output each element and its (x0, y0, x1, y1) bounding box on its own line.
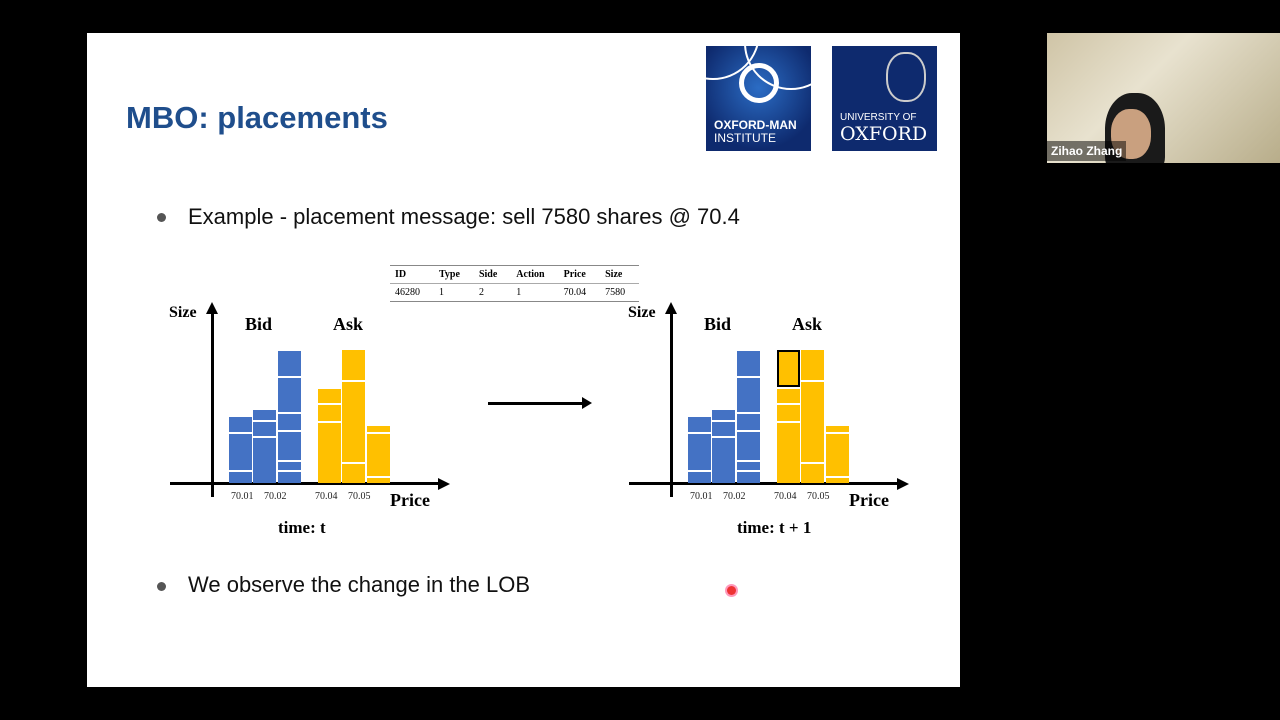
y-axis-label: Size (169, 304, 197, 321)
ask-order-segment (777, 387, 800, 403)
bid-label: Bid (245, 314, 273, 334)
bid-order-segment (277, 430, 301, 460)
x-axis (629, 482, 897, 485)
bid-order-segment (736, 470, 760, 483)
ask-order-segment (825, 476, 849, 483)
oxford-crest-icon (886, 52, 926, 102)
bid-order-segment (253, 408, 277, 420)
table-header: Price (558, 265, 601, 284)
bid-order-segment (736, 412, 760, 430)
ask-order-segment (777, 421, 800, 483)
slide-title: MBO: placements (126, 100, 388, 135)
bid-order-segment (688, 470, 711, 483)
arrow-head-icon (582, 397, 592, 409)
bid-order-segment (253, 436, 277, 483)
price-tick-label: 70.02 (723, 491, 746, 502)
bid-order-segment (229, 432, 252, 470)
bid-order-segment (277, 460, 301, 470)
bid-order-segment (229, 415, 252, 432)
price-tick-label: 70.05 (348, 491, 371, 502)
ask-label: Ask (792, 314, 823, 334)
bid-order-segment (277, 376, 301, 412)
bid-order-segment (736, 460, 760, 470)
ask-order-segment (342, 348, 366, 380)
bid-order-segment (253, 420, 277, 436)
table-cell: 1 (434, 283, 474, 302)
ask-order-segment (318, 403, 341, 421)
y-axis-arrow-icon (665, 302, 677, 314)
ask-order-segment (318, 387, 341, 403)
bid-order-segment (736, 349, 760, 376)
table-cell: 46280 (390, 283, 434, 302)
table-cell: 7580 (600, 283, 640, 302)
price-tick-label: 70.04 (774, 491, 797, 502)
bullet-text: We observe the change in the LOB (188, 572, 531, 597)
oxford-man-logo: OXFORD-MAN INSTITUTE (706, 46, 811, 151)
participant-name: Zihao Zhang (1047, 141, 1127, 161)
x-axis (170, 482, 438, 485)
ask-order-segment (342, 380, 366, 462)
ask-order-segment (366, 424, 390, 432)
table-cell: 1 (511, 283, 559, 302)
bid-order-segment (736, 430, 760, 460)
ask-label: Ask (333, 314, 364, 334)
bid-label: Bid (704, 314, 732, 334)
price-tick-label: 70.05 (807, 491, 830, 502)
bid-order-segment (736, 376, 760, 412)
price-tick-label: 70.04 (315, 491, 338, 502)
bid-order-segment (712, 420, 736, 436)
price-tick-label: 70.01 (231, 491, 254, 502)
bid-order-segment (712, 436, 736, 483)
ask-order-segment (366, 476, 390, 483)
webcam-video: Zihao Zhang (1047, 33, 1280, 163)
ask-order-segment (366, 432, 390, 476)
university-of-oxford-logo: UNIVERSITY OF OXFORD (832, 46, 937, 151)
message-table: ID Type Side Action Price Size 46280 1 2 1 70.04 75… (390, 265, 640, 302)
ask-order-segment (801, 462, 825, 483)
ask-order-segment (801, 380, 825, 462)
ask-order-segment (342, 462, 366, 483)
table-cell: 2 (473, 283, 512, 302)
x-axis-label: Price (390, 490, 430, 510)
x-axis-label: Price (849, 490, 889, 510)
table-header: ID (390, 265, 434, 284)
bid-order-segment (712, 408, 736, 420)
table-cell: 70.04 (558, 283, 601, 302)
laser-pointer (727, 586, 736, 595)
transition-arrow (488, 402, 583, 405)
chart-time-label: time: t (278, 518, 326, 537)
x-axis-arrow-icon (897, 478, 909, 490)
bid-order-segment (277, 412, 301, 430)
bid-order-segment (277, 349, 301, 376)
price-tick-label: 70.01 (690, 491, 713, 502)
y-axis-arrow-icon (206, 302, 218, 314)
bullet-dot-icon (157, 582, 166, 591)
ask-order-segment (318, 421, 341, 483)
y-axis-label: Size (628, 304, 656, 321)
ask-order-segment (825, 424, 849, 432)
ask-order-segment (801, 348, 825, 380)
bid-order-segment (688, 432, 711, 470)
y-axis (211, 310, 214, 497)
chart-time-label: time: t + 1 (737, 518, 812, 537)
table-header: Type (434, 265, 474, 284)
bullet-dot-icon (157, 213, 166, 222)
table-header: Size (600, 265, 640, 284)
bid-order-segment (229, 470, 252, 483)
ask-order-segment (777, 403, 800, 421)
y-axis (670, 310, 673, 497)
price-tick-label: 70.02 (264, 491, 287, 502)
new-order-highlight (777, 350, 800, 387)
bid-order-segment (688, 415, 711, 432)
x-axis-arrow-icon (438, 478, 450, 490)
bid-order-segment (277, 470, 301, 483)
bullet-text: Example - placement message: sell 7580 s… (188, 204, 740, 229)
table-header: Action (511, 265, 559, 284)
ask-order-segment (825, 432, 849, 476)
table-header: Side (473, 265, 512, 284)
